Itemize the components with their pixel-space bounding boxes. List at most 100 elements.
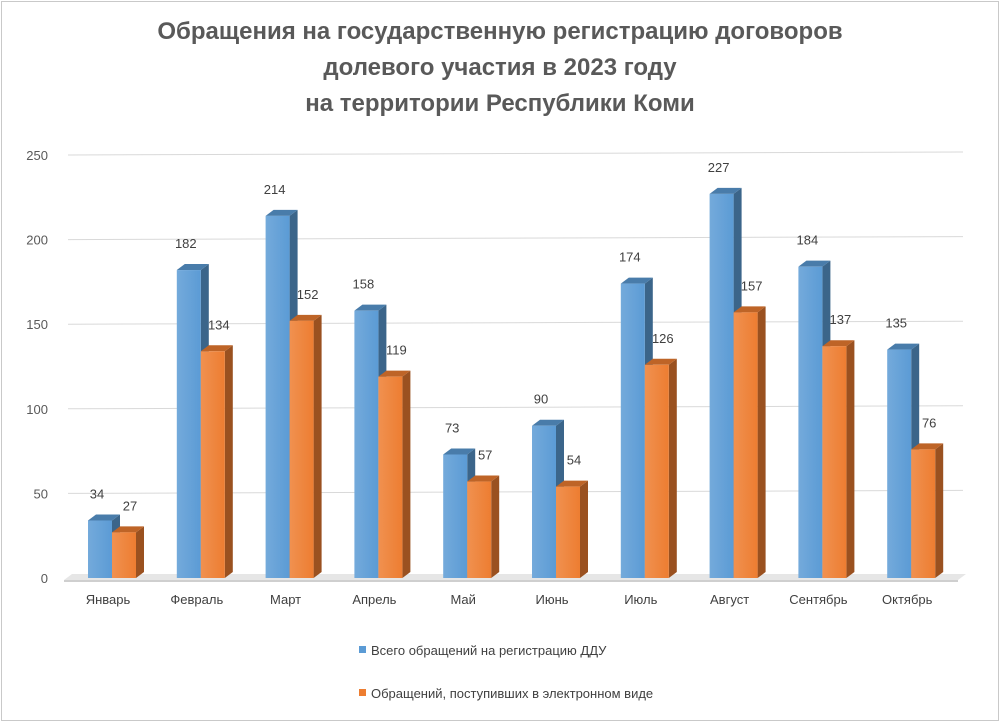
chart-title-line-3: на территории Республики Коми	[305, 90, 695, 117]
bar-front	[176, 270, 201, 578]
bar-top	[354, 304, 387, 311]
x-tick-label: Июнь	[535, 592, 568, 607]
bar-front	[112, 532, 136, 578]
chart-title: Обращения на государственную регистрацию…	[0, 14, 1000, 122]
bar-front	[822, 346, 847, 578]
bar-top	[88, 514, 120, 521]
bar-front	[887, 349, 912, 578]
chart-title-line-2: долевого участия в 2023 году	[323, 54, 677, 81]
labels-layer: 0 50 100 150 200 250 34 27 Январь 182 134 Февраль 21…	[26, 148, 936, 607]
bar-front	[443, 454, 468, 578]
bar-top	[176, 264, 209, 271]
bar-front	[200, 351, 225, 578]
bar-top	[556, 480, 588, 487]
bar-top	[378, 370, 411, 377]
bar-electronic	[378, 370, 411, 578]
bar-front	[733, 312, 758, 578]
bar-side	[935, 443, 944, 578]
bar-front	[354, 310, 379, 578]
x-tick-label: Апрель	[352, 592, 396, 607]
x-tick-label: Март	[270, 592, 301, 607]
bar-front	[556, 486, 580, 578]
bar-top	[709, 187, 742, 194]
data-label: 27	[123, 498, 137, 513]
gridline	[67, 151, 964, 156]
x-tick-label: Август	[710, 592, 749, 607]
bar-side	[491, 475, 500, 578]
legend-swatch-electronic	[359, 689, 366, 697]
data-label: 157	[741, 278, 763, 293]
legend-label-electronic: Обращений, поступивших в электронном вид…	[371, 686, 654, 702]
x-tick-label: Июль	[624, 592, 657, 607]
x-tick-label: Январь	[86, 592, 131, 607]
data-label: 182	[175, 236, 197, 251]
bar-front	[709, 193, 734, 578]
bar-front	[620, 283, 645, 578]
bar-electronic	[289, 314, 322, 578]
bar-top	[467, 475, 500, 482]
bar-electronic	[822, 340, 855, 578]
legend-label-total: Всего обращений на регистрацию ДДУ	[371, 643, 607, 659]
bar-front	[644, 364, 669, 578]
y-tick-label: 100	[26, 402, 48, 417]
y-tick-label: 0	[41, 571, 48, 586]
data-label: 184	[797, 233, 819, 248]
data-label: 54	[567, 453, 581, 468]
data-label: 214	[264, 182, 286, 197]
bar-electronic	[200, 345, 233, 578]
bar-top	[532, 419, 564, 426]
bar-front	[265, 215, 290, 579]
bar-top	[112, 526, 144, 533]
bar-electronic	[644, 358, 677, 578]
bar-top	[887, 343, 920, 350]
bar-side	[224, 345, 233, 578]
y-tick-label: 150	[26, 317, 48, 332]
bar-top	[289, 314, 322, 321]
x-tick-label: Сентябрь	[789, 592, 847, 607]
bar-top	[822, 340, 855, 347]
y-tick-label: 50	[34, 486, 48, 501]
bar-front	[532, 425, 556, 578]
y-tick-label: 250	[26, 148, 48, 163]
data-label: 126	[652, 331, 674, 346]
data-label: 174	[619, 250, 641, 265]
legend-item-total: Всего обращений на регистрацию ДДУ	[359, 642, 606, 658]
bar-side	[313, 314, 322, 578]
bar-top	[620, 277, 653, 284]
bar-front	[467, 481, 492, 578]
bar-top	[733, 306, 766, 313]
legend-swatch-total	[359, 646, 366, 654]
data-label: 73	[445, 420, 459, 435]
bar-front	[911, 449, 936, 578]
bar-top	[911, 443, 944, 450]
bar-total	[176, 264, 209, 578]
legend-item-electronic: Обращений, поступивших в электронном вид…	[359, 685, 653, 701]
data-label: 134	[208, 317, 230, 332]
bar-electronic	[733, 306, 766, 578]
bar-top	[200, 345, 233, 352]
data-label: 227	[708, 160, 730, 175]
y-tick-label: 200	[26, 233, 48, 248]
bar-side	[136, 526, 144, 578]
data-label: 57	[478, 448, 492, 463]
bar-side	[846, 340, 855, 578]
data-label: 119	[386, 343, 407, 358]
bar-side	[402, 370, 411, 578]
data-label: 137	[830, 312, 852, 327]
chart-floor-edge	[64, 580, 958, 582]
bar-top	[798, 260, 831, 267]
x-tick-label: Октябрь	[882, 592, 933, 607]
bars-layer	[88, 187, 944, 579]
bar-top	[265, 209, 298, 216]
bar-side	[668, 358, 677, 578]
x-tick-label: Февраль	[170, 592, 223, 607]
gridline	[67, 236, 964, 241]
bar-front	[378, 376, 403, 578]
x-tick-label: Май	[450, 592, 475, 607]
bar-side	[580, 480, 588, 578]
data-label: 76	[922, 415, 936, 430]
bar-front	[88, 520, 112, 578]
data-label: 90	[534, 392, 548, 407]
bar-front	[798, 266, 823, 578]
